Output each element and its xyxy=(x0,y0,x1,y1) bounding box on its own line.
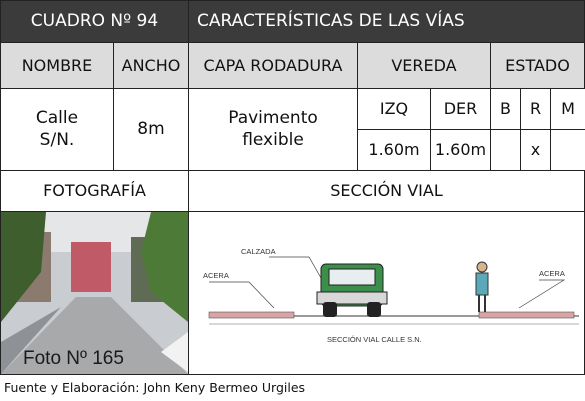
col-header: CAPA RODADURA xyxy=(188,42,358,89)
sub-header: DER xyxy=(430,88,491,130)
road-width: 8m xyxy=(113,88,189,171)
card-title: CARACTERÍSTICAS DE LAS VÍAS xyxy=(188,0,585,43)
road-surface: Pavimento flexible xyxy=(188,88,358,171)
col-header: NOMBRE xyxy=(0,42,114,89)
sub-header: B xyxy=(490,88,521,130)
profile-caption: SECCIÓN VIAL CALLE S.N. xyxy=(327,335,422,344)
sub-header: R xyxy=(520,88,551,130)
photo: Foto Nº 165 xyxy=(1,212,188,374)
road-name: Calle S/N. xyxy=(0,88,114,171)
status-bad xyxy=(550,129,585,171)
status-regular: x xyxy=(520,129,551,171)
photo-cell: Foto Nº 165 xyxy=(0,211,189,375)
col-header: VEREDA xyxy=(357,42,491,89)
label-sidewalk: ACERA xyxy=(539,269,565,278)
source-note: Fuente y Elaboración: John Keny Bermeo U… xyxy=(4,380,306,395)
col-header: ANCHO xyxy=(113,42,189,89)
label-sidewalk: ACERA xyxy=(203,271,229,280)
photo-caption: Foto Nº 165 xyxy=(23,348,124,369)
status-good xyxy=(490,129,521,171)
sub-header: IZQ xyxy=(357,88,431,130)
card-code: CUADRO Nº 94 xyxy=(0,0,189,43)
section-header: SECCIÓN VIAL xyxy=(188,170,585,212)
section-header: FOTOGRAFÍA xyxy=(0,170,189,212)
sub-header: M xyxy=(550,88,585,130)
col-header: ESTADO xyxy=(490,42,585,89)
sidewalk-left: 1.60m xyxy=(357,129,431,171)
sidewalk-right: 1.60m xyxy=(430,129,491,171)
profile-cell: CALZADA ACERA ACERA SECCIÓN VIAL CALLE S… xyxy=(188,211,585,375)
road-section: CALZADA ACERA ACERA SECCIÓN VIAL CALLE S… xyxy=(203,247,579,344)
label-road: CALZADA xyxy=(241,247,276,256)
